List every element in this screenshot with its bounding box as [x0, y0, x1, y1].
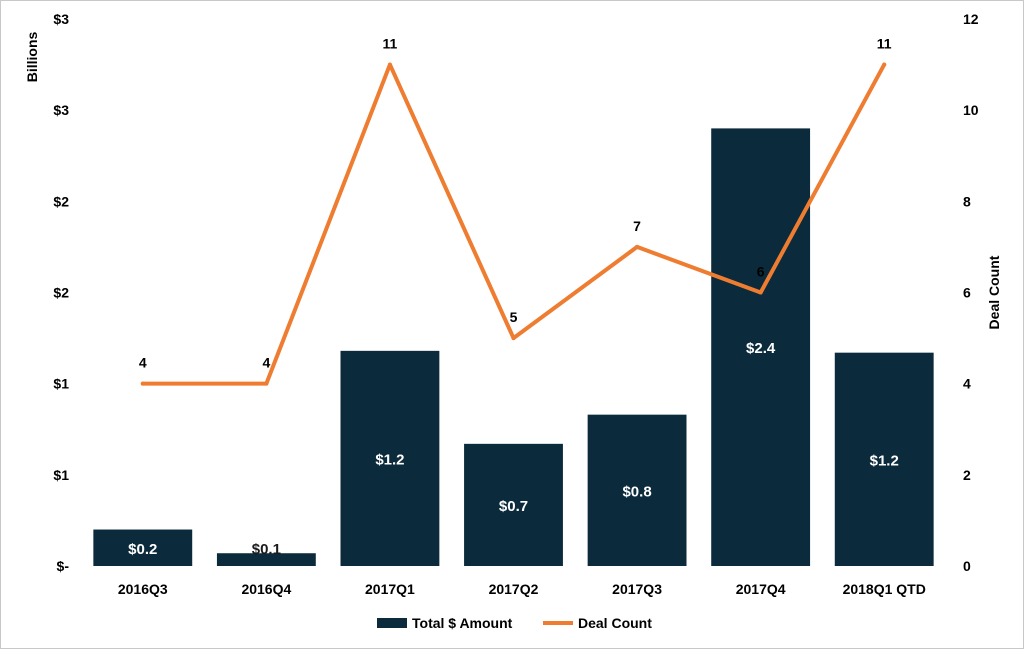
left-tick-label: $1 — [53, 376, 69, 392]
bar-value-label: $0.1 — [252, 541, 281, 558]
left-axis-ticks: $- $1 $1 $2 $2 $3 $3 — [53, 11, 69, 574]
bar-value-label: $0.8 — [622, 483, 651, 500]
bar — [93, 529, 193, 566]
bar-value-label: $1.2 — [375, 451, 404, 468]
x-tick-label: 2016Q3 — [118, 581, 168, 597]
bar — [464, 443, 563, 566]
bar-data-labels: $0.2 $0.1 $1.2 $0.7 $0.8 $2.4 $1.2 — [128, 340, 899, 558]
bar-value-label: $0.7 — [499, 498, 528, 515]
left-tick-label: $1 — [53, 467, 69, 483]
deal-count-point — [387, 62, 392, 67]
x-tick-label: 2018Q1 QTD — [843, 581, 926, 597]
left-tick-label: $- — [57, 558, 70, 574]
right-tick-label: 12 — [963, 11, 979, 27]
right-tick-label: 8 — [963, 193, 971, 209]
right-axis-title: Deal Count — [986, 255, 1002, 329]
bar — [216, 553, 316, 566]
right-tick-label: 6 — [963, 285, 971, 301]
deal-count-label: 7 — [633, 218, 641, 234]
legend: Total $ Amount Deal Count — [377, 615, 652, 631]
deal-count-label: 5 — [510, 309, 518, 325]
deal-count-point — [758, 290, 763, 295]
legend-swatch-bar — [377, 618, 407, 628]
left-tick-label: $2 — [53, 285, 69, 301]
deal-count-label: 6 — [757, 264, 765, 280]
deal-count-point — [140, 381, 145, 386]
deal-count-point — [635, 244, 640, 249]
bar-value-label: $0.2 — [128, 541, 157, 558]
x-tick-label: 2017Q1 — [365, 581, 415, 597]
legend-label-bar: Total $ Amount — [412, 615, 513, 631]
deal-count-label: 11 — [383, 36, 398, 52]
right-tick-label: 0 — [963, 558, 971, 574]
deal-count-point — [511, 336, 516, 341]
line-series — [140, 62, 887, 386]
bar — [587, 414, 687, 566]
x-tick-label: 2017Q2 — [489, 581, 539, 597]
bar — [340, 350, 440, 566]
x-tick-label: 2016Q4 — [241, 581, 291, 597]
right-tick-label: 4 — [963, 376, 971, 392]
legend-label-line: Deal Count — [578, 615, 652, 631]
right-axis-ticks: 0 2 4 6 8 10 12 — [963, 11, 979, 574]
bar-value-label: $2.4 — [746, 340, 776, 357]
bar-series — [93, 128, 934, 566]
bar — [711, 128, 811, 566]
left-tick-label: $3 — [53, 102, 69, 118]
left-axis-title: Billions — [24, 32, 40, 83]
deal-count-label: 11 — [877, 36, 892, 52]
x-tick-label: 2017Q4 — [736, 581, 786, 597]
bar — [834, 352, 934, 566]
deal-count-point — [882, 62, 887, 67]
deal-count-label: 4 — [262, 355, 270, 371]
deal-count-point — [264, 381, 269, 386]
x-axis-ticks: 2016Q3 2016Q4 2017Q1 2017Q2 2017Q3 2017Q4 2018… — [118, 581, 926, 597]
line-data-labels: 4 4 11 5 7 6 11 — [139, 36, 892, 371]
right-tick-label: 2 — [963, 467, 971, 483]
x-tick-label: 2017Q3 — [612, 581, 662, 597]
right-tick-label: 10 — [963, 102, 979, 118]
bar-value-label: $1.2 — [870, 452, 899, 469]
deal-count-label: 4 — [139, 355, 147, 371]
left-tick-label: $3 — [53, 11, 69, 27]
left-tick-label: $2 — [53, 193, 69, 209]
